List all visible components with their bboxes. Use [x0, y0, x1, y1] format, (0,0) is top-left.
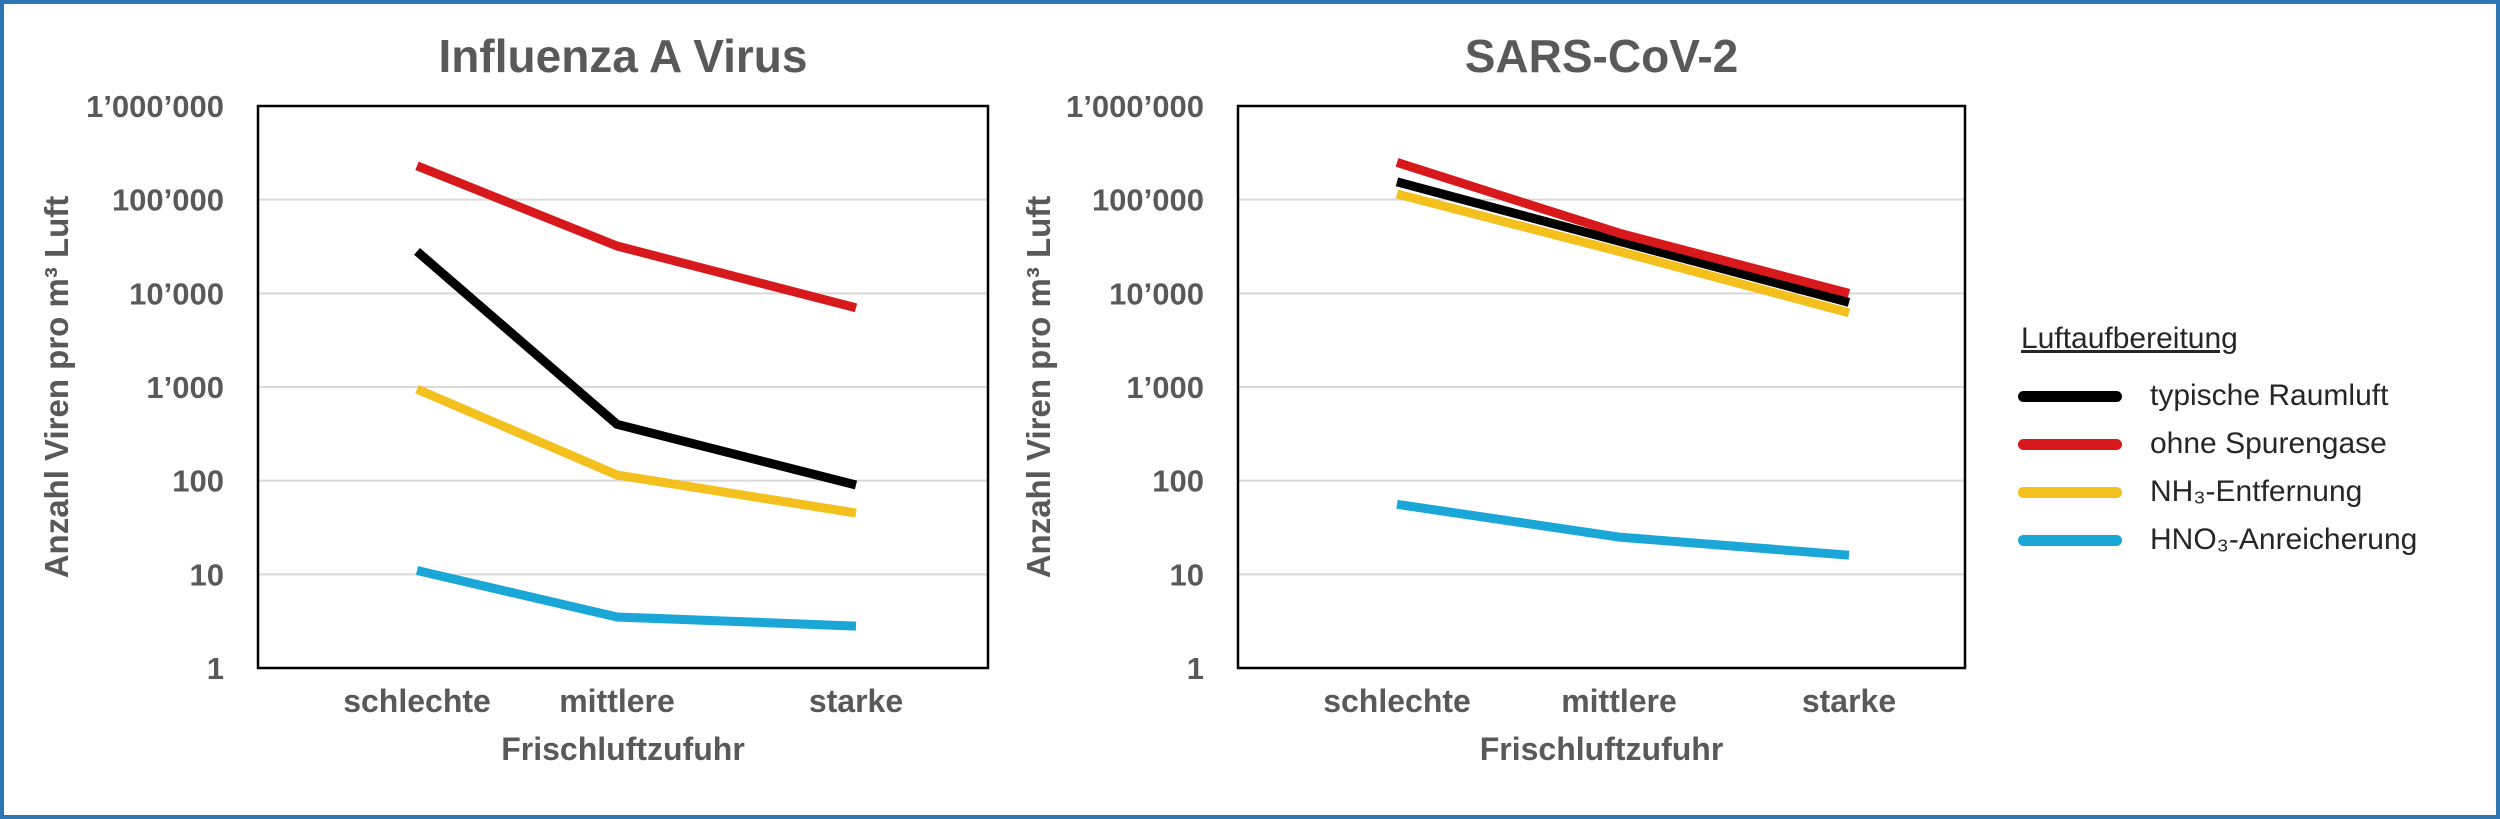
y-tick-label: 1’000’000	[1066, 89, 1204, 124]
x-tick-label: mittlere	[1561, 683, 1677, 719]
chart-influenza: 1 10 100 1’000 10’000 100’000 1’000’000 schlech…	[38, 30, 990, 767]
legend-label: HNO₃-Anreicherung	[2150, 523, 2418, 556]
plot-area-border	[256, 104, 990, 670]
chart-sars-cov-2: 1 10 100 1’000 10’000 100’000 1’000’000 schlech…	[1020, 30, 1967, 767]
series-line-typical	[1395, 177, 1851, 307]
y-tick-label: 1’000	[146, 370, 224, 405]
legend-swatch-blue	[2018, 534, 2122, 546]
y-tick-label: 1’000	[1126, 370, 1204, 405]
y-tick-label: 10	[1170, 557, 1204, 592]
x-axis-title: Frischluftzufuhr	[501, 731, 745, 767]
x-tick-label: mittlere	[559, 683, 675, 719]
legend-item-typical: typische Raumluft	[2018, 372, 2417, 420]
series-line-hno3-enrichment	[1396, 499, 1850, 560]
chart-title: Influenza A Virus	[439, 30, 808, 82]
y-tick-label: 10’000	[129, 276, 224, 311]
series-line-hno3-enrichment	[415, 566, 857, 631]
x-tick-label: starke	[809, 683, 903, 719]
x-tick-label: schlechte	[343, 683, 491, 719]
legend-label: typische Raumluft	[2150, 379, 2389, 412]
x-axis-title: Frischluftzufuhr	[1480, 731, 1724, 767]
legend: Luftaufbereitung typische Raumluft ohne …	[2018, 322, 2417, 564]
legend-title: Luftaufbereitung	[2021, 322, 2238, 355]
legend-label: ohne Spurengase	[2150, 427, 2387, 460]
legend-label: NH₃-Entfernung	[2150, 475, 2363, 508]
series-line-nh3-removal	[1395, 189, 1851, 318]
series-line-typical	[414, 247, 858, 490]
series-line-no-trace-gases	[415, 161, 858, 313]
y-tick-label: 1	[1187, 651, 1204, 686]
legend-swatch-yellow	[2018, 486, 2122, 498]
x-tick-label: starke	[1802, 683, 1896, 719]
y-tick-label: 1	[207, 651, 224, 686]
legend-swatch-black	[2018, 390, 2122, 402]
y-axis-title: Anzahl Viren pro m³ Luft	[38, 196, 75, 579]
y-tick-label: 100’000	[112, 183, 224, 218]
legend-item-no-trace-gases: ohne Spurengase	[2018, 420, 2417, 468]
x-tick-label: schlechte	[1323, 683, 1471, 719]
series-line-no-trace-gases	[1395, 158, 1851, 298]
y-tick-label: 100’000	[1092, 183, 1204, 218]
legend-item-nh3-removal: NH₃-Entfernung	[2018, 468, 2417, 516]
y-tick-label: 1’000’000	[86, 89, 224, 124]
legend-item-hno3-enrichment: HNO₃-Anreicherung	[2018, 516, 2417, 564]
y-tick-label: 10’000	[1109, 276, 1204, 311]
y-tick-label: 100	[1152, 464, 1204, 499]
plot-area-border	[1236, 104, 1967, 670]
legend-swatch-red	[2018, 438, 2122, 450]
series-line-nh3-removal	[415, 384, 857, 518]
y-tick-label: 10	[190, 557, 224, 592]
chart-title: SARS-CoV-2	[1465, 30, 1738, 82]
y-axis-title: Anzahl Viren pro m³ Luft	[1020, 196, 1057, 579]
y-tick-label: 100	[172, 464, 224, 499]
